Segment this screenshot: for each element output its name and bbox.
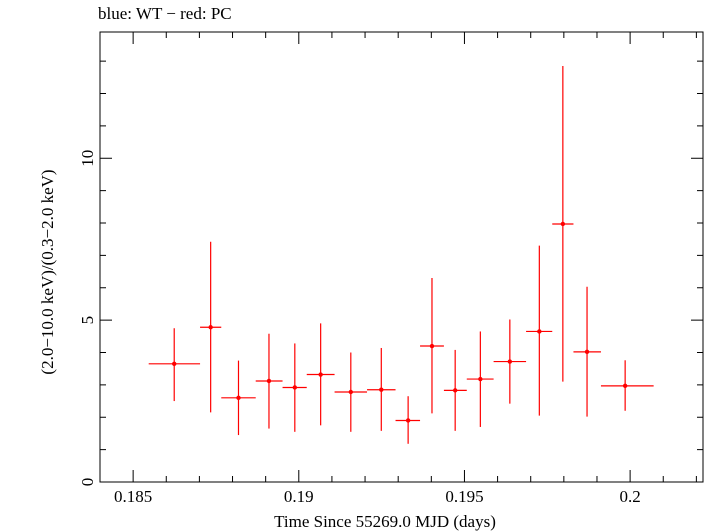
y-axis: 0 5 10 [78, 60, 703, 487]
plot-border [99, 31, 704, 483]
data-marker [584, 349, 590, 355]
data-marker [405, 418, 411, 423]
data-marker [208, 325, 213, 330]
data-point [420, 278, 444, 414]
data-point [221, 360, 256, 436]
data-point [466, 331, 494, 427]
y-tick-label: 0 [78, 478, 97, 487]
data-point [200, 241, 222, 413]
data-marker [537, 329, 542, 334]
data-marker [560, 221, 566, 227]
data-marker [478, 376, 483, 382]
data-marker [236, 395, 241, 401]
y-tick-label: 10 [78, 150, 97, 167]
x-tick-label: 0.2 [619, 487, 640, 506]
data-marker [429, 343, 435, 349]
data-point [395, 396, 421, 444]
data-marker [622, 383, 628, 389]
data-marker [379, 387, 384, 392]
data-point [306, 323, 335, 426]
data-point [334, 352, 368, 432]
data-point [443, 349, 467, 431]
data-point [493, 319, 527, 404]
data-marker [318, 372, 323, 377]
plot-frame [99, 31, 704, 483]
x-tick-label: 0.195 [445, 487, 483, 506]
data-marker [507, 359, 513, 364]
data-marker [266, 378, 272, 384]
data-point [255, 333, 283, 429]
x-tick-label: 0.185 [114, 487, 152, 506]
data-point [552, 65, 574, 382]
y-axis-label: (2.0−10.0 keV)/(0.3−2.0 keV) [38, 169, 57, 374]
data-point [600, 360, 654, 411]
data-marker [452, 388, 458, 393]
x-tick-label: 0.19 [284, 487, 314, 506]
y-tick-label: 5 [78, 316, 97, 325]
data-marker [172, 361, 177, 367]
data-point [282, 343, 307, 432]
data-point [526, 245, 553, 416]
data-marker [348, 389, 354, 395]
data-point [367, 347, 396, 431]
series-layer [148, 65, 654, 444]
data-point [573, 286, 601, 417]
data-marker [292, 385, 298, 390]
chart-title: blue: WT − red: PC [98, 4, 232, 23]
data-point [148, 328, 201, 402]
x-axis-label: Time Since 55269.0 MJD (days) [274, 512, 496, 531]
x-axis: 0.185 0.19 0.195 0.2 [99, 32, 697, 506]
